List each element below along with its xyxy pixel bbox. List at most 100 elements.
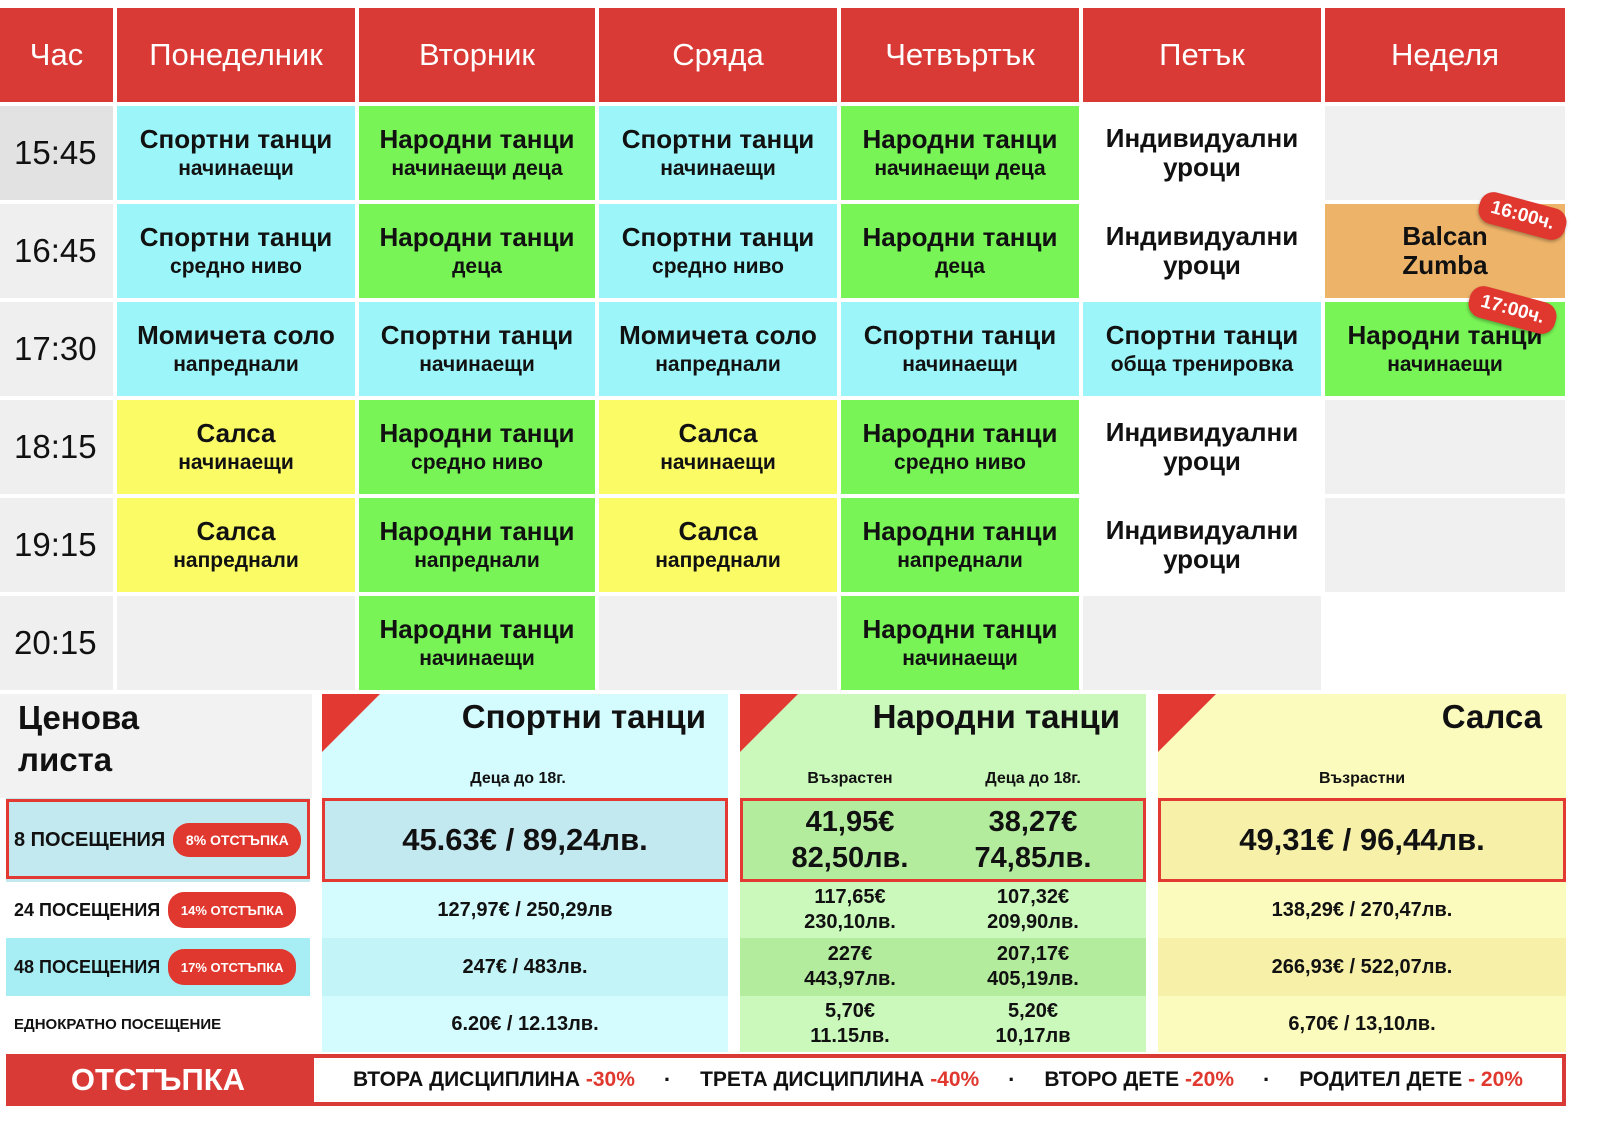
highlight-frame bbox=[740, 798, 1146, 882]
class-level: средно ниво bbox=[652, 255, 784, 279]
time-slot: 19:15 bbox=[0, 498, 113, 592]
salsa-panel-row-bg bbox=[1158, 996, 1566, 1052]
class-cell[interactable]: Народни танци средно ниво bbox=[359, 400, 595, 494]
separator-dot: · bbox=[663, 1067, 672, 1092]
folk-title: Народни танци bbox=[872, 698, 1120, 735]
class-cell[interactable]: Спортни танци обща тренировка bbox=[1083, 302, 1321, 396]
price-eur: 41,95€ bbox=[805, 806, 895, 838]
class-title: Спортни танци bbox=[139, 123, 333, 154]
class-cell[interactable]: Спортни танци средно ниво bbox=[117, 204, 355, 298]
class-cell[interactable]: Спортни танци начинаещи bbox=[599, 106, 837, 200]
folk-panel-row-bg bbox=[740, 798, 1146, 882]
class-cell[interactable]: Народни танци напреднали bbox=[359, 498, 595, 592]
class-cell[interactable]: Спортни танци начинаещи bbox=[359, 302, 595, 396]
class-cell[interactable]: Народни танци начинаещи bbox=[359, 596, 595, 690]
discount-rate: -40% bbox=[930, 1068, 980, 1091]
sport-panel-row-bg bbox=[322, 938, 728, 996]
class-level: средно ниво bbox=[894, 451, 1026, 475]
price-eur: 38,27€ bbox=[988, 806, 1078, 838]
class-cell[interactable]: Индивидуални уроци bbox=[1083, 400, 1321, 494]
class-cell[interactable]: Народни танци деца bbox=[841, 204, 1079, 298]
class-level: начинаещи bbox=[902, 647, 1018, 671]
price-eur: 107,32€ bbox=[996, 886, 1070, 908]
class-cell[interactable]: Салса напреднали bbox=[117, 498, 355, 592]
discount-rate: -20% bbox=[1184, 1068, 1234, 1091]
price-bgn: 443,97лв. bbox=[804, 968, 896, 990]
class-title: Народни танци bbox=[379, 515, 575, 546]
discount-pill: 8% ОТСТЪПКА bbox=[173, 823, 302, 857]
class-title: Народни танци bbox=[862, 515, 1058, 546]
class-title: Народни танци bbox=[862, 613, 1058, 644]
class-level: начинаещи bbox=[902, 353, 1018, 377]
visits-label: ЕДНОКРАТНО ПОСЕЩЕНИЕ bbox=[14, 1015, 222, 1033]
price-bgn: 10,17лв bbox=[995, 1025, 1071, 1047]
class-cell[interactable]: Народни танци деца bbox=[359, 204, 595, 298]
discount-pill: 14% ОТСТЪПКА bbox=[168, 892, 297, 928]
salsa-panel-row-bg bbox=[1158, 798, 1566, 882]
class-cell[interactable]: Индивидуални уроци bbox=[1083, 106, 1321, 200]
folk-adult-price: 41,95€ 82,50лв. bbox=[770, 798, 930, 882]
class-level: начинаещи деца bbox=[874, 157, 1046, 181]
header-day-3: Сряда bbox=[599, 8, 837, 102]
class-cell[interactable]: Народни танци начинаещи деца bbox=[841, 106, 1079, 200]
salsa-age-label: Възрастни bbox=[1318, 770, 1406, 787]
class-title-line2: Zumba bbox=[1402, 250, 1488, 280]
folk-panel-header bbox=[740, 694, 1146, 798]
class-cell[interactable]: Народни танци начинаещи деца bbox=[359, 106, 595, 200]
class-title: Спортни танци bbox=[863, 319, 1057, 350]
class-title: Народни танци bbox=[379, 221, 575, 252]
discount-text: ВТОРА ДИСЦИПЛИНА bbox=[352, 1068, 586, 1091]
price-eur: 5,20€ bbox=[1007, 1000, 1059, 1022]
price-bgn: 405,19лв. bbox=[987, 968, 1079, 990]
class-level: напреднали bbox=[655, 549, 781, 573]
sport-panel-row-bg bbox=[322, 798, 728, 882]
folk-kids-label: Деца до 18г. bbox=[985, 770, 1081, 787]
discount-rate: - 20% bbox=[1468, 1068, 1523, 1091]
class-title: Balcan bbox=[1402, 220, 1488, 251]
class-cell[interactable]: Спортни танци начинаещи bbox=[841, 302, 1079, 396]
sport-title: Спортни танци bbox=[461, 698, 706, 735]
highlight-frame bbox=[1158, 798, 1566, 882]
class-cell[interactable]: Момичета соло напреднали bbox=[117, 302, 355, 396]
class-cell[interactable]: Индивидуални уроци bbox=[1083, 204, 1321, 298]
corner-triangle bbox=[740, 694, 798, 752]
class-level: начинаещи bbox=[660, 451, 776, 475]
class-cell[interactable]: Народни танци напреднали bbox=[841, 498, 1079, 592]
class-title: Спортни танци bbox=[1105, 319, 1299, 350]
salsa-price: 49,31€ / 96,44лв. bbox=[1239, 822, 1485, 857]
separator-dot: · bbox=[1008, 1067, 1016, 1092]
time-slot: 18:15 bbox=[0, 400, 113, 494]
class-level: напреднали bbox=[173, 353, 299, 377]
discount-text: ВТОРО ДЕТЕ bbox=[1044, 1068, 1185, 1091]
class-cell[interactable]: Народни танци средно ниво bbox=[841, 400, 1079, 494]
class-cell[interactable]: Салса начинаещи bbox=[599, 400, 837, 494]
price-eur: 227€ bbox=[827, 943, 873, 965]
class-cell[interactable]: Спортни танци начинаещи bbox=[117, 106, 355, 200]
class-cell[interactable]: Момичета соло напреднали bbox=[599, 302, 837, 396]
separator-dot: · bbox=[1262, 1067, 1271, 1092]
class-cell[interactable]: Салса напреднали bbox=[599, 498, 837, 592]
price-bgn: 82,50лв. bbox=[791, 842, 909, 874]
salsa-price: 266,93€ / 522,07лв. bbox=[1271, 955, 1453, 978]
header-day-5: Петък bbox=[1083, 8, 1321, 102]
price-eur: 207,17€ bbox=[996, 943, 1070, 965]
class-level: начинаещи bbox=[178, 157, 294, 181]
price-row-label: ЕДНОКРАТНО ПОСЕЩЕНИЕ bbox=[6, 996, 310, 1052]
folk-kids-price: 38,27€ 74,85лв. bbox=[948, 798, 1118, 882]
class-title: Момичета соло bbox=[137, 319, 335, 350]
visits-label: 8 ПОСЕЩЕНИЯ bbox=[14, 828, 166, 851]
class-title: Салса bbox=[678, 417, 758, 448]
class-cell[interactable]: Спортни танци средно ниво bbox=[599, 204, 837, 298]
class-level: начинаещи bbox=[419, 647, 535, 671]
class-level: напреднали bbox=[414, 549, 540, 573]
class-title: Спортни танци bbox=[380, 319, 574, 350]
folk-adult-price: 5,70€ 11.15лв. bbox=[770, 996, 930, 1052]
highlight-frame-label bbox=[6, 799, 310, 879]
salsa-price: 6,70€ / 13,10лв. bbox=[1288, 1012, 1436, 1035]
time-slot: 17:30 bbox=[0, 302, 113, 396]
class-cell[interactable]: Салса начинаещи bbox=[117, 400, 355, 494]
price-list-header-bg bbox=[0, 694, 312, 798]
class-cell[interactable]: Индивидуални уроци bbox=[1083, 498, 1321, 592]
class-cell[interactable]: Народни танци начинаещи bbox=[841, 596, 1079, 690]
discount-item: РОДИТЕЛ ДЕТЕ - 20% bbox=[1299, 1068, 1523, 1092]
